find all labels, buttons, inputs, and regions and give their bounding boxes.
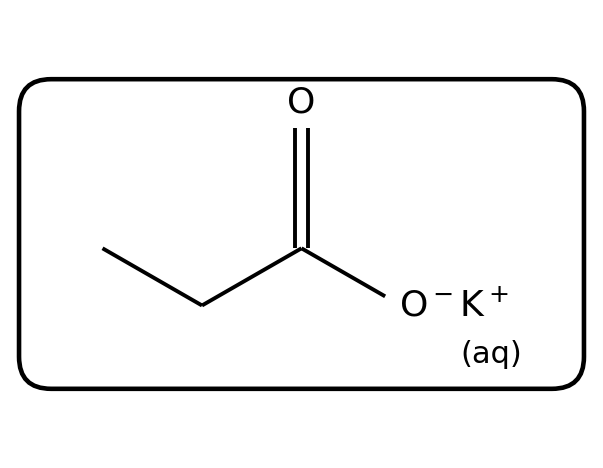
Text: O$\mathregular{^-}$K$\mathregular{^+}$: O$\mathregular{^-}$K$\mathregular{^+}$	[399, 288, 509, 323]
Text: O: O	[287, 85, 316, 119]
Text: (aq): (aq)	[461, 340, 522, 369]
